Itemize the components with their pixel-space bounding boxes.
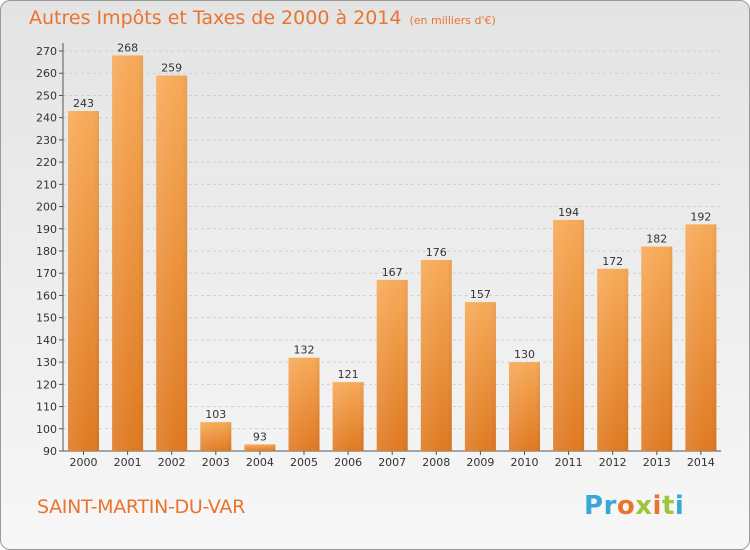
axis-layer: 90 100 110 120 130 140 150 160 170 180 190 200 210 22… <box>36 43 721 469</box>
bar-shade <box>420 259 452 451</box>
y-tick-label: 120 <box>36 378 57 391</box>
bar-shade <box>509 362 540 451</box>
x-tick-label: 2004 <box>246 456 274 469</box>
y-tick-label: 260 <box>36 67 57 80</box>
proxiti-logo: Proxiti <box>584 491 684 521</box>
bar-value-label: 132 <box>294 344 315 357</box>
x-tick-label: 2005 <box>290 456 318 469</box>
bar-value-label: 172 <box>602 255 623 268</box>
bar-chart: 90 100 110 120 130 140 150 160 170 180 190 200 210 22… <box>36 41 721 469</box>
x-tick-label: 2007 <box>378 456 406 469</box>
logo-letter: x <box>635 491 653 521</box>
bar-shade <box>288 357 320 451</box>
y-tick-label: 150 <box>36 312 57 325</box>
x-tick-label: 2011 <box>555 456 583 469</box>
x-tick-label: 2009 <box>466 456 494 469</box>
chart-title-unit: (en milliers d'€) <box>409 14 496 27</box>
label-layer: 243 268 259 103 93 132 121 167 176 157 130 194 172 18… <box>73 41 711 443</box>
logo-letter: P <box>584 491 604 521</box>
bar-shade <box>244 444 276 451</box>
x-tick-label: 2010 <box>511 456 539 469</box>
y-tick-label: 240 <box>36 112 57 125</box>
bar-shade <box>156 75 188 451</box>
bar-shade <box>332 382 364 451</box>
y-tick-label: 190 <box>36 223 57 236</box>
y-tick-label: 110 <box>36 401 57 414</box>
bar-value-label: 121 <box>338 368 359 381</box>
logo-letter: t <box>661 491 675 521</box>
commune-name: SAINT-MARTIN-DU-VAR <box>37 496 245 518</box>
bar-shade <box>68 111 99 451</box>
bar-value-label: 268 <box>117 41 138 54</box>
x-tick-label: 2013 <box>643 456 671 469</box>
chart-title-main: Autres Impôts et Taxes de 2000 à 2014 <box>29 7 402 29</box>
y-tick-label: 270 <box>36 45 57 58</box>
bar-value-label: 192 <box>690 210 711 223</box>
x-tick-label: 2006 <box>334 456 362 469</box>
logo-letter: i <box>652 491 662 521</box>
bar-shade <box>200 422 232 451</box>
y-tick-label: 140 <box>36 334 57 347</box>
bar-shade <box>553 219 585 451</box>
y-tick-label: 90 <box>43 445 57 458</box>
bar-value-label: 130 <box>514 348 535 361</box>
y-tick-label: 200 <box>36 201 57 214</box>
bar-shade <box>597 268 629 451</box>
bar-shade <box>641 246 673 451</box>
y-tick-label: 100 <box>36 423 57 436</box>
x-tick-label: 2000 <box>70 456 98 469</box>
bar-value-label: 103 <box>205 408 226 421</box>
bar-value-label: 194 <box>558 206 579 219</box>
y-tick-label: 210 <box>36 178 57 191</box>
y-tick-label: 170 <box>36 267 57 280</box>
x-tick-label: 2008 <box>422 456 450 469</box>
x-tick-label: 2012 <box>599 456 627 469</box>
bar-value-label: 167 <box>382 266 403 279</box>
bar-value-label: 243 <box>73 97 94 110</box>
logo-letter: i <box>674 491 685 521</box>
logo-letter: o <box>616 491 636 521</box>
chart-title: Autres Impôts et Taxes de 2000 à 2014 (en… <box>29 7 496 29</box>
bar-shade <box>685 224 717 451</box>
y-tick-label: 160 <box>36 289 57 302</box>
x-tick-label: 2003 <box>202 456 230 469</box>
bar-value-label: 259 <box>161 61 182 74</box>
x-tick-label: 2001 <box>114 456 142 469</box>
bar-layer <box>68 55 717 451</box>
x-tick-label: 2014 <box>687 456 715 469</box>
y-tick-label: 180 <box>36 245 57 258</box>
y-tick-label: 250 <box>36 89 57 102</box>
logo-letter: r <box>603 491 617 521</box>
bar-shade <box>112 55 144 451</box>
bar-value-label: 176 <box>426 246 447 259</box>
bar-value-label: 93 <box>253 430 267 443</box>
bar-shade <box>376 279 408 451</box>
y-tick-label: 130 <box>36 356 57 369</box>
x-tick-label: 2002 <box>158 456 186 469</box>
y-tick-label: 230 <box>36 134 57 147</box>
y-tick-label: 220 <box>36 156 57 169</box>
bar-value-label: 182 <box>646 233 667 246</box>
bar-shade <box>464 302 496 451</box>
bar-value-label: 157 <box>470 288 491 301</box>
